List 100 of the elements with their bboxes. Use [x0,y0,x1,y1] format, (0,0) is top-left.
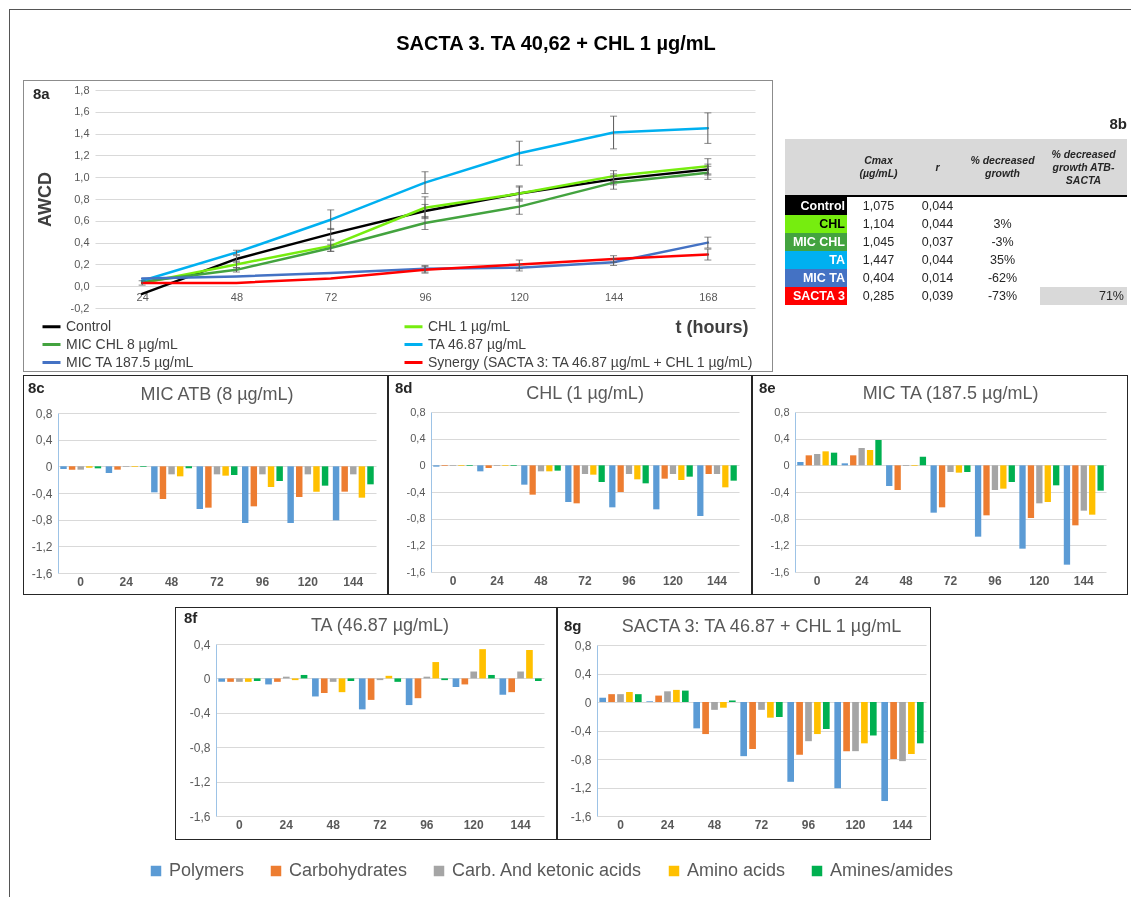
bar [394,678,402,682]
y-tick-label: 0,8 [35,406,53,421]
bar [470,671,478,679]
x-tick-label: 144 [343,574,364,589]
category-label: TA [829,253,845,267]
y-tick-label: 0,4 [35,433,53,448]
x-tick-label: 24 [490,573,504,588]
y-tick-label: 1,0 [74,170,90,183]
bar [814,454,821,466]
text: -3% [991,235,1014,249]
bar [866,450,874,466]
y-tick-label: -0,8 [31,513,53,528]
y-tick-label: 0,4 [574,667,592,681]
chart-title: SACTA 3. TA 40,62 + CHL 1 µg/mL [395,32,717,55]
bar [358,678,366,710]
chart-title: TA (46.87 µg/mL) [310,615,450,635]
x-tick-label: 48 [899,573,914,588]
bar [908,702,915,755]
bar [964,465,971,472]
bar [822,451,829,466]
x-tick-label: 120 [845,817,866,832]
y-tick-label: -1,2 [570,781,592,795]
bar [1097,465,1104,491]
bar [535,678,542,681]
bar [787,702,795,782]
y-tick-label: 0,8 [74,192,90,205]
x-tick-label: 24 [660,817,675,832]
category-label: Control [800,199,845,213]
bar [274,678,281,682]
bar [841,463,848,466]
bar [253,678,261,681]
bar [599,697,607,702]
y-tick-label: -1,6 [31,566,53,581]
text: -62% [987,271,1018,285]
bar [236,678,243,682]
bar [517,671,524,679]
bar [1008,465,1015,482]
bar [320,678,328,694]
y-tick-label: 0,4 [74,236,90,249]
legend-label: Carbohydrates [289,860,408,880]
text: 0,039 [921,289,954,303]
y-tick-label: 0,8 [410,405,426,418]
bar [693,702,701,729]
x-tick-label: 144 [604,290,624,303]
legend-label: TA 46.87 µg/mL [428,335,527,352]
y-tick-label: 0,4 [774,432,790,445]
bar [814,702,821,735]
category-label: r [910,139,965,196]
legend-label: Control [66,317,112,334]
text: 8e [759,379,776,396]
legend-label: Amines/amides [830,860,954,880]
category-label: % decreased growth [965,139,1040,196]
bar [974,465,982,537]
text: 3% [993,217,1012,231]
bar [916,702,924,744]
text: 0,014 [921,271,954,285]
bar [499,678,507,695]
bar [886,465,893,486]
y-tick-label: 0,8 [774,405,790,418]
x-tick-label: 0 [617,817,625,832]
y-tick-label: -1,6 [189,809,211,824]
bar [1080,465,1087,511]
text: -73% [987,289,1018,303]
x-tick-label: 144 [892,817,913,832]
y-tick-label: -1,2 [770,538,790,551]
text: 0,044 [921,199,954,213]
x-tick-label: 96 [255,574,270,589]
bar [461,678,469,685]
x-tick-label: 72 [943,573,958,588]
bar [852,702,859,752]
y-tick-label: 0 [419,458,426,471]
bar [244,678,252,682]
x-tick-label: 96 [419,290,432,303]
x-tick-label: 96 [622,573,636,588]
text: 0,404 [862,271,895,285]
x-tick-label: 144 [1073,573,1095,588]
bar [947,465,954,472]
x-tick-label: 0 [236,817,244,832]
bar [720,702,727,708]
x-tick-label: 24 [854,573,869,588]
bar [432,662,440,679]
y-tick-label: 0 [584,695,592,710]
bar [850,455,857,466]
y-tick-label: 0 [45,459,53,474]
bar [843,702,850,752]
bar [347,678,355,681]
bar [218,678,225,682]
x-tick-label: 48 [164,574,179,589]
y-axis-title: AWCD [34,172,55,227]
y-tick-label: 0,2 [74,257,90,270]
text: 1,447 [862,253,895,267]
bar [869,702,877,736]
y-tick-label: 0,0 [74,279,90,292]
y-tick-label: -0,4 [770,485,790,498]
bar [626,692,633,702]
bar [664,691,671,702]
bar [711,702,718,710]
bar [858,448,865,466]
bar [1027,465,1035,518]
text: 1,075 [862,199,895,213]
